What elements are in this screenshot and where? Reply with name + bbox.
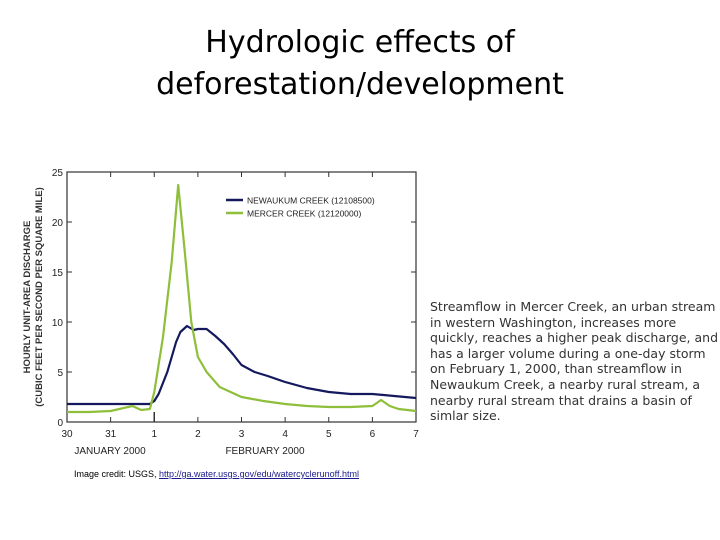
plot-frame bbox=[66, 171, 417, 423]
x-tick-label: 4 bbox=[282, 429, 288, 440]
y-tick-label: 25 bbox=[52, 168, 64, 179]
x-tick-label: 3 bbox=[239, 429, 245, 440]
x-axis-title-right: FEBRUARY 2000 bbox=[225, 446, 305, 457]
legend-label: NEWAUKUM CREEK (12108500) bbox=[247, 196, 375, 206]
slide-title: Hydrologic effects of deforestation/deve… bbox=[0, 22, 720, 106]
y-axis-title-line2: (CUBIC FEET PER SECOND PER SQUARE MILE) bbox=[34, 187, 45, 407]
x-tick-label: 6 bbox=[370, 429, 376, 440]
x-tick-label: 30 bbox=[61, 429, 73, 440]
y-tick-label: 0 bbox=[57, 418, 63, 429]
chart-caption: Streamflow in Mercer Creek, an urban str… bbox=[430, 299, 719, 424]
series-line bbox=[67, 183, 417, 414]
x-axis: 30 31 1 2 3 4 5 6 7 bbox=[61, 172, 419, 440]
data-series bbox=[67, 183, 417, 414]
chart-svg: 0 5 10 15 20 25 30 31 1 2 3 4 5 6 7 NEWAUKUM CREEK (1… bbox=[22, 168, 419, 457]
x-axis-title-left: JANUARY 2000 bbox=[74, 446, 146, 457]
x-tick-label: 31 bbox=[105, 429, 117, 440]
slide-title-line2: deforestation/development bbox=[156, 67, 564, 102]
slide-title-line1: Hydrologic effects of bbox=[205, 25, 515, 60]
y-axis: 0 5 10 15 20 25 bbox=[52, 168, 416, 429]
streamflow-chart: 0 5 10 15 20 25 30 31 1 2 3 4 5 6 7 NEWAUKUM CREEK (1… bbox=[0, 160, 420, 465]
x-tick-label: 5 bbox=[326, 429, 332, 440]
credit-link[interactable]: http://ga.water.usgs.gov/edu/watercycler… bbox=[159, 469, 359, 479]
image-credit: Image credit: USGS, http://ga.water.usgs… bbox=[74, 469, 359, 479]
series-line bbox=[67, 324, 417, 406]
y-tick-label: 5 bbox=[57, 368, 63, 379]
x-tick-label: 2 bbox=[195, 429, 201, 440]
y-axis-label: HOURLY UNIT-AREA DISCHARGE (CUBIC FEET PE… bbox=[22, 187, 45, 407]
x-tick-label: 1 bbox=[151, 429, 157, 440]
plot-border bbox=[66, 171, 417, 423]
y-axis-title-line1: HOURLY UNIT-AREA DISCHARGE bbox=[22, 221, 33, 374]
x-tick-label: 7 bbox=[413, 429, 419, 440]
credit-prefix: Image credit: USGS, bbox=[74, 469, 160, 479]
legend-label: MERCER CREEK (12120000) bbox=[247, 209, 361, 219]
chart-legend: NEWAUKUM CREEK (12108500) MERCER CREEK (1… bbox=[226, 196, 375, 219]
y-tick-label: 20 bbox=[52, 218, 64, 229]
y-tick-label: 15 bbox=[52, 268, 64, 279]
x-axis-labels: JANUARY 2000 FEBRUARY 2000 bbox=[74, 446, 305, 457]
y-tick-label: 10 bbox=[52, 318, 64, 329]
